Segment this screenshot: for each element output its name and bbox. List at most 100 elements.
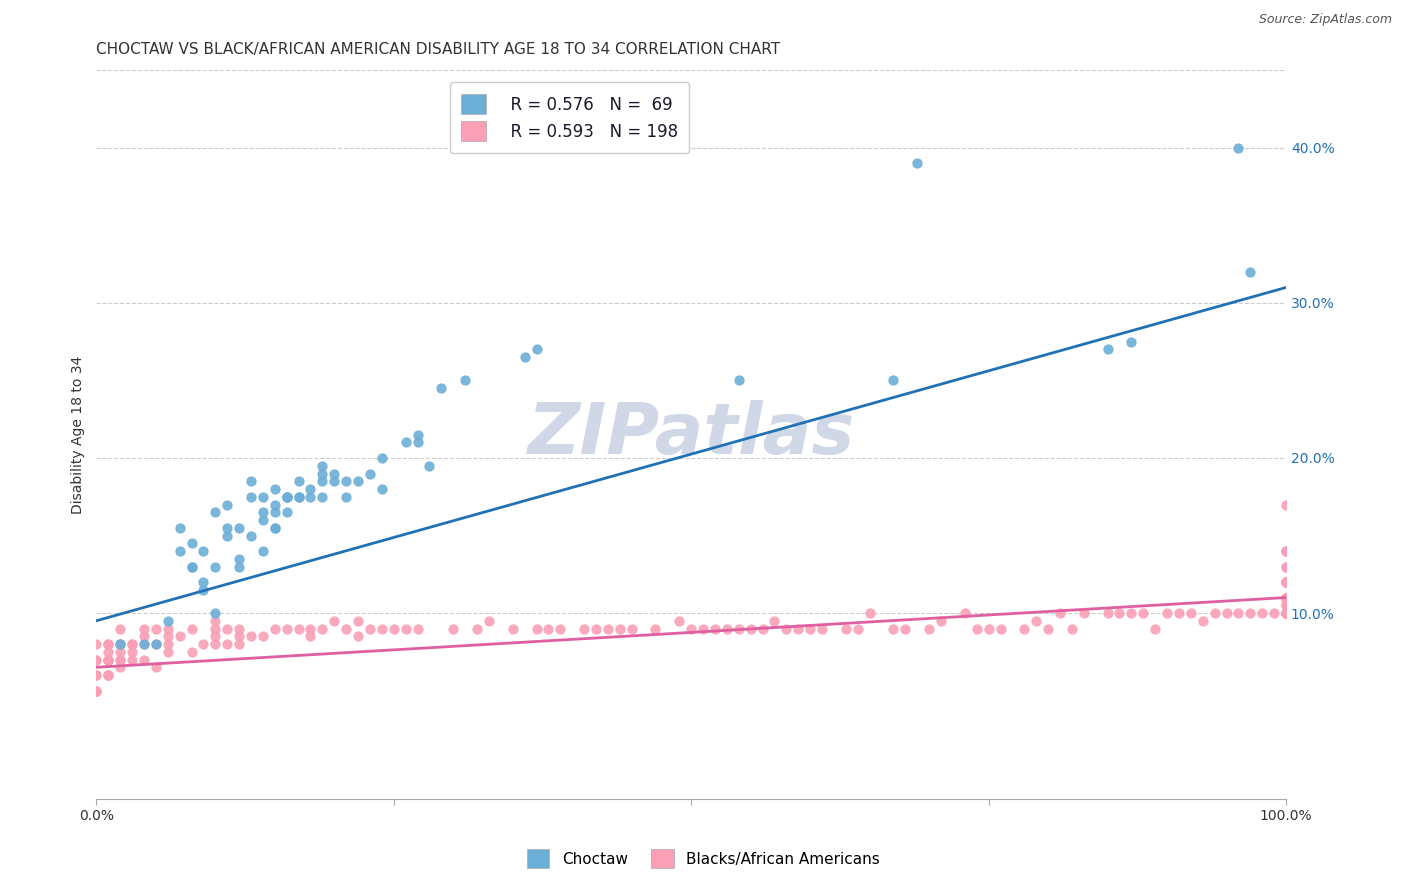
Point (204, 637, 226, 651)
Point (1275, 591, 1298, 605)
Point (299, 490, 322, 504)
Point (97, 652, 120, 666)
Point (371, 622, 394, 636)
Point (406, 427, 429, 442)
Point (1275, 574, 1298, 589)
Point (335, 490, 357, 504)
Point (180, 622, 202, 636)
Point (1180, 606, 1202, 620)
Point (716, 622, 738, 636)
Point (882, 374, 904, 388)
Point (1073, 606, 1095, 620)
Point (846, 622, 869, 636)
Point (252, 544, 274, 558)
Point (1275, 606, 1298, 620)
Point (1275, 606, 1298, 620)
Point (97, 668, 120, 682)
Point (193, 574, 215, 589)
Point (1275, 544, 1298, 558)
Point (1108, 606, 1130, 620)
Point (1275, 574, 1298, 589)
Point (335, 475, 357, 489)
Point (145, 637, 167, 651)
Point (108, 637, 131, 651)
Point (276, 622, 298, 636)
Point (727, 622, 749, 636)
Point (418, 458, 440, 473)
Point (620, 622, 643, 636)
Point (97, 645, 120, 659)
Point (311, 622, 333, 636)
Point (299, 629, 322, 643)
Point (169, 629, 191, 643)
Point (263, 622, 285, 636)
Point (97, 652, 120, 666)
Point (1275, 606, 1298, 620)
Point (1275, 591, 1298, 605)
Point (1275, 591, 1298, 605)
Point (228, 559, 250, 574)
Point (1275, 574, 1298, 589)
Point (108, 645, 131, 659)
Point (217, 498, 239, 512)
Point (644, 622, 666, 636)
Point (465, 622, 488, 636)
Point (704, 622, 727, 636)
Point (108, 652, 131, 666)
Point (97, 668, 120, 682)
Point (217, 521, 239, 535)
Point (263, 521, 285, 535)
Point (1275, 559, 1298, 574)
Point (1275, 606, 1298, 620)
Point (97, 668, 120, 682)
Point (371, 450, 394, 465)
Point (406, 435, 429, 450)
Point (1204, 606, 1226, 620)
Point (204, 629, 226, 643)
Point (311, 467, 333, 481)
Point (204, 505, 226, 519)
Point (572, 622, 595, 636)
Point (217, 637, 239, 651)
Point (86, 668, 108, 682)
Point (977, 622, 1000, 636)
Point (681, 622, 703, 636)
Point (585, 622, 607, 636)
Point (97, 637, 120, 651)
Point (1275, 606, 1298, 620)
Point (835, 622, 858, 636)
Point (1121, 334, 1143, 349)
Point (145, 637, 167, 651)
Point (204, 559, 226, 574)
Point (323, 467, 346, 481)
Point (371, 482, 394, 496)
Point (1275, 606, 1298, 620)
Point (395, 435, 418, 450)
Point (1275, 591, 1298, 605)
Point (1275, 544, 1298, 558)
Point (228, 521, 250, 535)
Point (918, 622, 941, 636)
Point (668, 614, 690, 628)
Point (430, 381, 453, 395)
Point (596, 622, 619, 636)
Point (550, 622, 572, 636)
Point (1275, 559, 1298, 574)
Point (1275, 591, 1298, 605)
Point (1275, 606, 1298, 620)
Point (252, 490, 274, 504)
Point (132, 652, 155, 666)
Point (1275, 591, 1298, 605)
Point (478, 614, 501, 628)
Point (1275, 606, 1298, 620)
Point (1275, 591, 1298, 605)
Legend: Choctaw, Blacks/African Americans: Choctaw, Blacks/African Americans (519, 841, 887, 875)
Point (905, 156, 928, 170)
Point (347, 475, 370, 489)
Point (252, 629, 274, 643)
Point (1275, 606, 1298, 620)
Point (502, 622, 524, 636)
Point (276, 490, 298, 504)
Point (775, 622, 797, 636)
Point (1251, 606, 1274, 620)
